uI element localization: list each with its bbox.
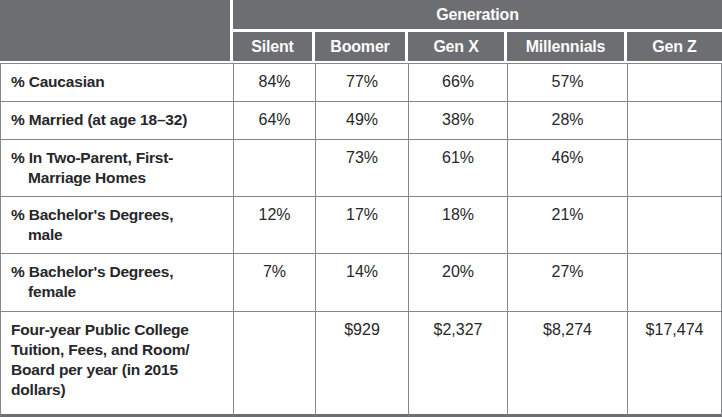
- cell-value: [627, 253, 722, 311]
- cell-value: 57%: [507, 63, 627, 101]
- row-label: % In Two-Parent, First- Marriage Homes: [0, 139, 233, 196]
- generation-data-table: Generation Silent Boomer Gen X Millennia…: [0, 0, 722, 417]
- table-body: % Caucasian 84% 77% 66% 57% % Married (a…: [0, 63, 722, 417]
- row-label: % Caucasian: [0, 63, 233, 101]
- row-label-line: % Bachelor's Degrees,: [11, 262, 227, 282]
- cell-value: $8,274: [507, 311, 627, 417]
- table-row-caucasian: % Caucasian 84% 77% 66% 57%: [0, 63, 722, 101]
- column-header-millennials: Millennials: [507, 32, 627, 63]
- table-row-two-parent-homes: % In Two-Parent, First- Marriage Homes 7…: [0, 139, 722, 196]
- column-header-genx: Gen X: [408, 32, 507, 63]
- row-label-line: dollars): [11, 380, 227, 400]
- cell-value: 49%: [315, 101, 408, 139]
- row-label-line: % Caucasian: [11, 72, 227, 92]
- cell-value: 77%: [315, 63, 408, 101]
- cell-value: 38%: [408, 101, 507, 139]
- column-header-genz: Gen Z: [627, 32, 722, 63]
- cell-value: 27%: [507, 253, 627, 311]
- row-label-line: % In Two-Parent, First-: [11, 148, 227, 168]
- cell-value: 12%: [233, 196, 315, 253]
- row-label: Four-year Public College Tuition, Fees, …: [0, 311, 233, 417]
- row-label-line: female: [11, 282, 227, 302]
- row-label-line: % Married (at age 18–32): [11, 110, 227, 130]
- cell-value: $17,474: [627, 311, 722, 417]
- cell-value: 20%: [408, 253, 507, 311]
- cell-value: 14%: [315, 253, 408, 311]
- group-header-cell: Generation: [233, 0, 722, 32]
- group-header-row: Generation: [0, 0, 722, 32]
- cell-value: [233, 139, 315, 196]
- cell-value: [233, 311, 315, 417]
- cell-value: 73%: [315, 139, 408, 196]
- cell-value: 61%: [408, 139, 507, 196]
- row-label-line: Marriage Homes: [11, 168, 227, 188]
- cell-value: [627, 139, 722, 196]
- table-row-bachelors-male: % Bachelor's Degrees, male 12% 17% 18% 2…: [0, 196, 722, 253]
- cell-value: 18%: [408, 196, 507, 253]
- generation-table-figure: Generation Silent Boomer Gen X Millennia…: [0, 0, 722, 417]
- row-label-line: Four-year Public College: [11, 320, 227, 340]
- table-row-married: % Married (at age 18–32) 64% 49% 38% 28%: [0, 101, 722, 139]
- row-label-line: Tuition, Fees, and Room/: [11, 340, 227, 360]
- cell-value: 7%: [233, 253, 315, 311]
- cell-value: $2,327: [408, 311, 507, 417]
- row-label: % Bachelor's Degrees, male: [0, 196, 233, 253]
- cell-value: 28%: [507, 101, 627, 139]
- column-header-silent: Silent: [233, 32, 315, 63]
- cell-value: 17%: [315, 196, 408, 253]
- row-label: % Bachelor's Degrees, female: [0, 253, 233, 311]
- row-label: % Married (at age 18–32): [0, 101, 233, 139]
- table-header: Generation Silent Boomer Gen X Millennia…: [0, 0, 722, 63]
- cell-value: 46%: [507, 139, 627, 196]
- row-label-line: % Bachelor's Degrees,: [11, 205, 227, 225]
- cell-value: 66%: [408, 63, 507, 101]
- cell-value: $929: [315, 311, 408, 417]
- row-label-line: Board per year (in 2015: [11, 360, 227, 380]
- cell-value: [627, 63, 722, 101]
- cell-value: 84%: [233, 63, 315, 101]
- cell-value: 21%: [507, 196, 627, 253]
- table-row-bachelors-female: % Bachelor's Degrees, female 7% 14% 20% …: [0, 253, 722, 311]
- column-header-boomer: Boomer: [315, 32, 408, 63]
- cell-value: [627, 196, 722, 253]
- table-row-college-tuition: Four-year Public College Tuition, Fees, …: [0, 311, 722, 417]
- cell-value: [627, 101, 722, 139]
- row-label-line: male: [11, 225, 227, 245]
- corner-cell: [0, 0, 233, 63]
- cell-value: 64%: [233, 101, 315, 139]
